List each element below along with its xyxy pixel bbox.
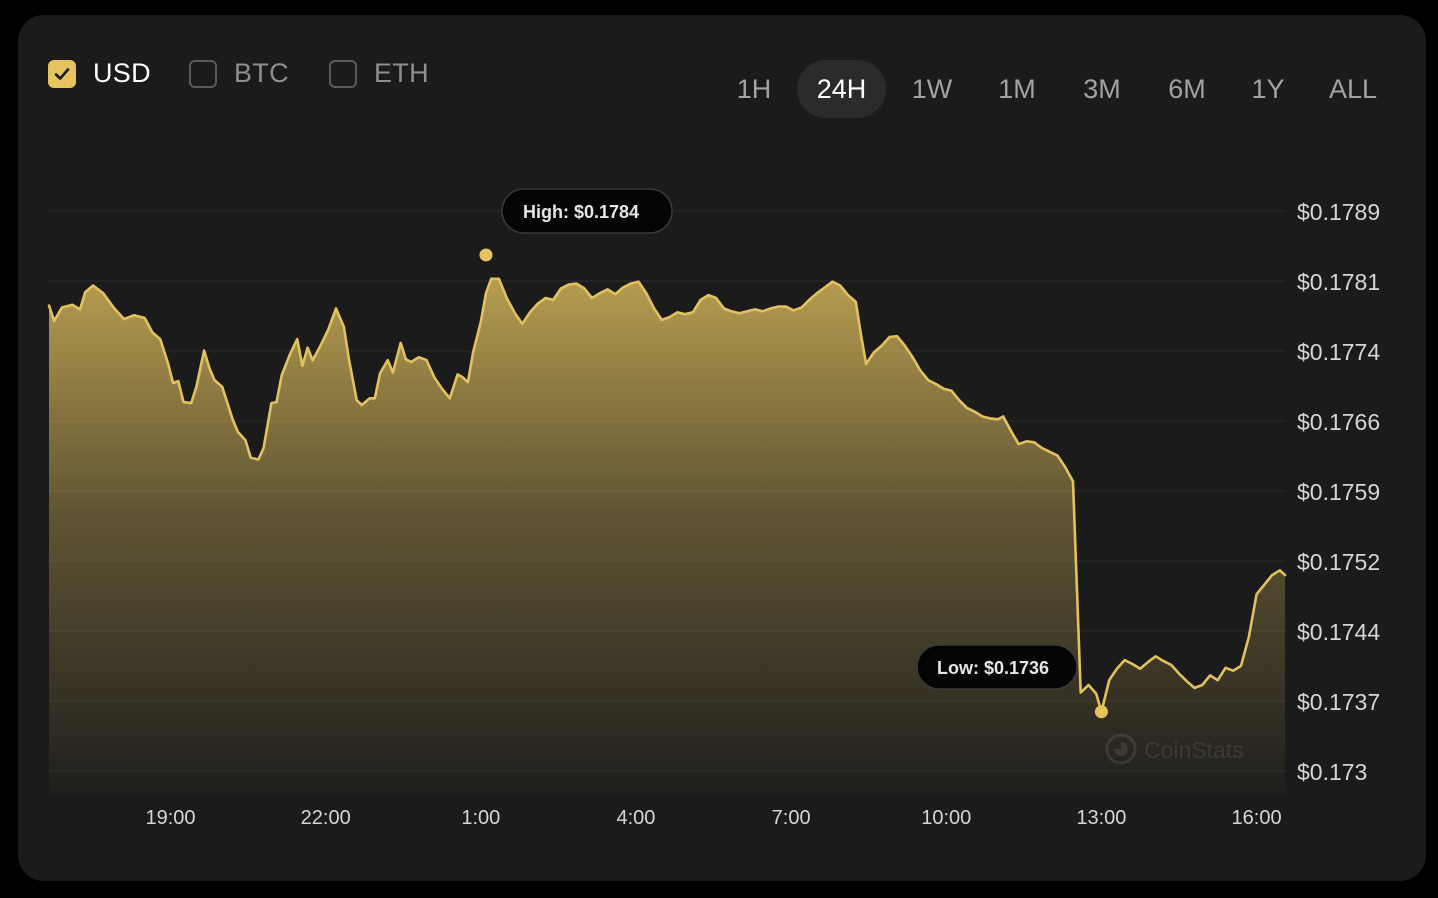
x-tick-label: 22:00 xyxy=(301,807,351,829)
y-tick-label: $0.1759 xyxy=(1297,479,1380,505)
x-tick-label: 10:00 xyxy=(921,807,971,829)
low-label: Low: $0.1736 xyxy=(937,658,1049,678)
currency-btc-checkbox[interactable]: BTC xyxy=(189,58,289,89)
high-point xyxy=(479,248,493,262)
x-tick-label: 19:00 xyxy=(146,807,196,829)
x-tick-label: 1:00 xyxy=(461,807,500,829)
range-tab-1w[interactable]: 1W xyxy=(911,74,953,104)
range-tab-1h[interactable]: 1H xyxy=(736,74,772,104)
currency-usd-checkbox[interactable]: USD xyxy=(48,58,151,89)
price-line xyxy=(47,277,1287,714)
x-tick-label: 16:00 xyxy=(1232,807,1282,829)
x-tick-label: 13:00 xyxy=(1076,807,1126,829)
currency-eth-label: ETH xyxy=(374,58,429,88)
y-tick-label: $0.1744 xyxy=(1297,619,1380,645)
y-tick-label: $0.1774 xyxy=(1297,339,1380,365)
currency-usd-label: USD xyxy=(93,58,151,88)
range-tab-1m[interactable]: 1M xyxy=(998,74,1036,104)
y-tick-label: $0.1781 xyxy=(1297,269,1380,295)
x-tick-label: 4:00 xyxy=(617,807,656,829)
x-tick-label: 7:00 xyxy=(772,807,811,829)
checkbox-checked-icon xyxy=(48,59,76,88)
high-tooltip xyxy=(501,188,673,234)
high-label: High: $0.1784 xyxy=(523,202,639,222)
low-tooltip xyxy=(916,644,1078,690)
y-tick-label: $0.1789 xyxy=(1297,199,1380,225)
low-point xyxy=(1094,705,1108,719)
checkbox-empty-icon xyxy=(189,59,217,88)
watermark-text: CoinStats xyxy=(1144,737,1244,763)
y-tick-label: $0.173 xyxy=(1297,759,1367,785)
checkbox-empty-icon xyxy=(329,59,357,88)
range-tab-6m[interactable]: 6M xyxy=(1168,74,1206,104)
currency-eth-checkbox[interactable]: ETH xyxy=(329,58,429,89)
range-tab-24h[interactable]: 24H xyxy=(797,60,886,118)
y-tick-label: $0.1752 xyxy=(1297,549,1380,575)
range-tab-1y[interactable]: 1Y xyxy=(1251,74,1285,104)
y-tick-label: $0.1766 xyxy=(1297,409,1380,435)
range-tab-all[interactable]: ALL xyxy=(1328,74,1378,104)
range-tab-3m[interactable]: 3M xyxy=(1083,74,1121,104)
y-tick-label: $0.1737 xyxy=(1297,689,1380,715)
coinstats-logo-icon xyxy=(1105,733,1137,765)
currency-btc-label: BTC xyxy=(234,58,289,88)
